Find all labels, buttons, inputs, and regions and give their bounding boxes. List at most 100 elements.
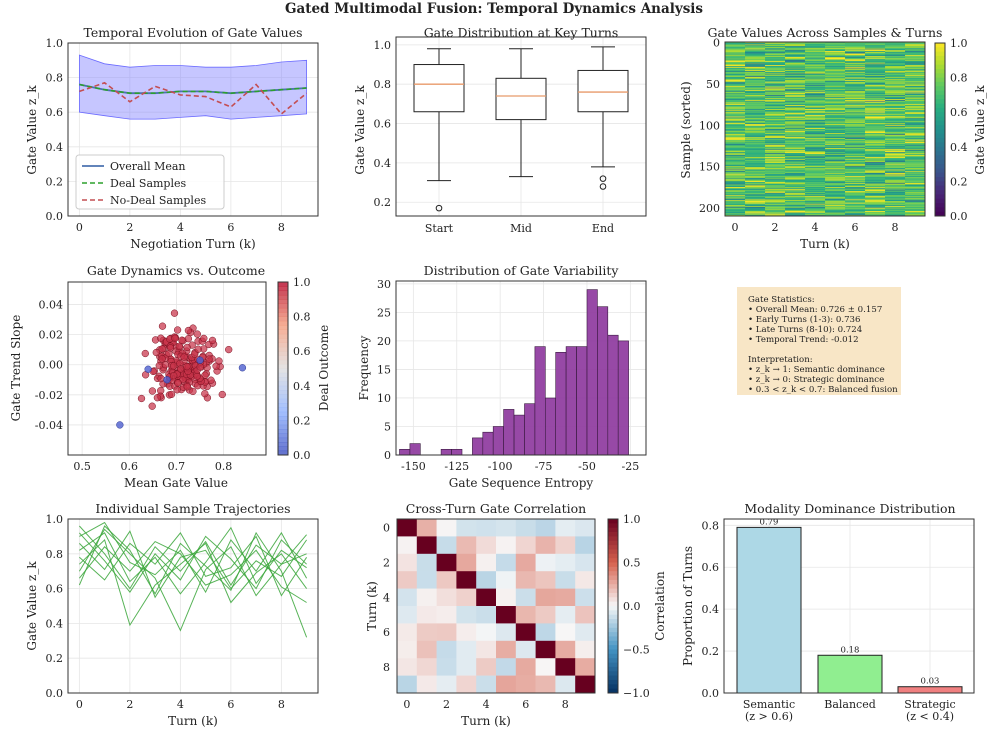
heatmap-cell [785, 157, 806, 159]
heatmap-cell [885, 107, 906, 109]
heatmap-colorbar-segment [935, 146, 945, 152]
corr-cell-0-1 [416, 519, 437, 537]
heatmap-cell [765, 211, 786, 213]
corr-xtick-4: 8 [562, 698, 569, 711]
heatmap-cell [905, 200, 926, 202]
scatter-xtick-0: 0.5 [73, 460, 91, 473]
heatmap-cell [745, 61, 766, 63]
heatmap-cell [905, 127, 926, 129]
heatmap-cell [765, 103, 786, 105]
heatmap-cell [725, 205, 746, 207]
heatmap-cell [745, 196, 766, 198]
heatmap-cell [845, 123, 866, 125]
heatmap-cell [725, 60, 746, 62]
heatmap-cell [865, 173, 886, 175]
heatmap-cell [745, 106, 766, 108]
heatmap-cell [725, 51, 746, 54]
panel-boxplot: Gate Distribution at Key Turns 0.20.40.6… [353, 25, 647, 235]
heatmap-cell [745, 147, 766, 149]
heatmap-cell [885, 80, 906, 83]
heatmap-cell [785, 205, 806, 207]
heatmap-cell [905, 135, 926, 137]
heatmap-cell [845, 118, 866, 120]
heatmap-cell [865, 88, 886, 90]
heatmap-cell [785, 71, 806, 73]
heatmap-cell [905, 106, 926, 108]
heatmap-cell [825, 113, 846, 115]
corr-cell-1-3 [456, 536, 477, 555]
heatmap-cell [785, 112, 806, 114]
heatmap-cell [765, 136, 786, 138]
heatmap-cell [865, 92, 886, 94]
heatmap-cell [865, 77, 886, 79]
heatmap-cell [745, 85, 766, 88]
heatmap-cell [905, 139, 926, 141]
heatmap-cell [825, 132, 846, 134]
corr-cell-9-3 [456, 675, 477, 694]
corr-colorbar-segment [608, 536, 618, 542]
heatmap-cell [825, 62, 846, 64]
hist-bar-20 [607, 334, 619, 456]
heatmap-cell [725, 197, 746, 199]
heatmap-cell [725, 110, 746, 112]
heatmap-cell [785, 194, 806, 196]
heatmap-cell [905, 170, 926, 172]
heatmap-cell [765, 152, 786, 154]
heatmap-cell [885, 196, 906, 198]
heatmap-cell [845, 46, 866, 48]
heatmap-cell [725, 203, 746, 205]
heatmap-cell [745, 95, 766, 97]
heatmap-colorbar-segment [935, 125, 945, 130]
heatmap-cell [825, 174, 846, 176]
heatmap-cell [825, 47, 846, 49]
heatmap-cell [785, 49, 806, 51]
stats-line-1: • Overall Mean: 0.726 ± 0.157 [748, 305, 882, 315]
heatmap-cell [845, 191, 866, 193]
scatter-point [170, 309, 179, 317]
scatter-point [189, 387, 197, 396]
heatmap-cell [725, 162, 746, 165]
heatmap-cell [845, 68, 866, 70]
heatmap-cell [885, 187, 906, 189]
heatmap-cell [725, 70, 746, 72]
corr-cell-7-9 [575, 640, 596, 659]
heatmap-cell [725, 114, 746, 116]
heatmap-cell [765, 169, 786, 171]
heatmap-cell [785, 115, 806, 117]
heatmap-cell [825, 214, 846, 216]
corr-cell-5-1 [416, 606, 437, 624]
heatmap-cell [785, 177, 806, 179]
boxplot-ylabel: Gate Value z_k [353, 85, 367, 175]
heatmap-cell [845, 174, 866, 176]
heatmap-cell [765, 60, 786, 62]
heatmap-cell [785, 69, 806, 71]
heatmap-cell [865, 211, 886, 213]
heatmap-cell [845, 159, 866, 161]
scatter-point [174, 379, 182, 387]
heatmap-cell [805, 75, 826, 77]
heatmap-cell [845, 52, 866, 54]
trajectories-xtick-3: 6 [227, 698, 234, 711]
heatmap-cell [845, 89, 866, 91]
heatmap-cell [805, 147, 826, 149]
heatmap-cell [825, 194, 846, 196]
heatmap-cell [745, 158, 766, 160]
heatmap-cell [845, 61, 866, 63]
heatmap-cell [785, 185, 806, 187]
heatmap-cell [745, 71, 766, 73]
heatmap-cell [905, 186, 926, 188]
temporal-ytick-0: 0.0 [46, 210, 64, 223]
heatmap-cell [805, 106, 826, 108]
heatmap-cell [725, 65, 746, 67]
heatmap-cell [825, 54, 846, 56]
heatmap-cell [765, 124, 786, 126]
heatmap-cell [865, 148, 886, 150]
heatmap-cell [865, 46, 886, 49]
heatmap-cell [725, 123, 746, 125]
heatmap-cell [885, 119, 906, 121]
heatmap-cell [865, 46, 886, 48]
heatmap-cell [825, 129, 846, 131]
corr-cell-9-2 [436, 675, 457, 694]
heatmap-cell [725, 130, 746, 132]
scatter-ytick-0: -0.04 [35, 419, 63, 432]
